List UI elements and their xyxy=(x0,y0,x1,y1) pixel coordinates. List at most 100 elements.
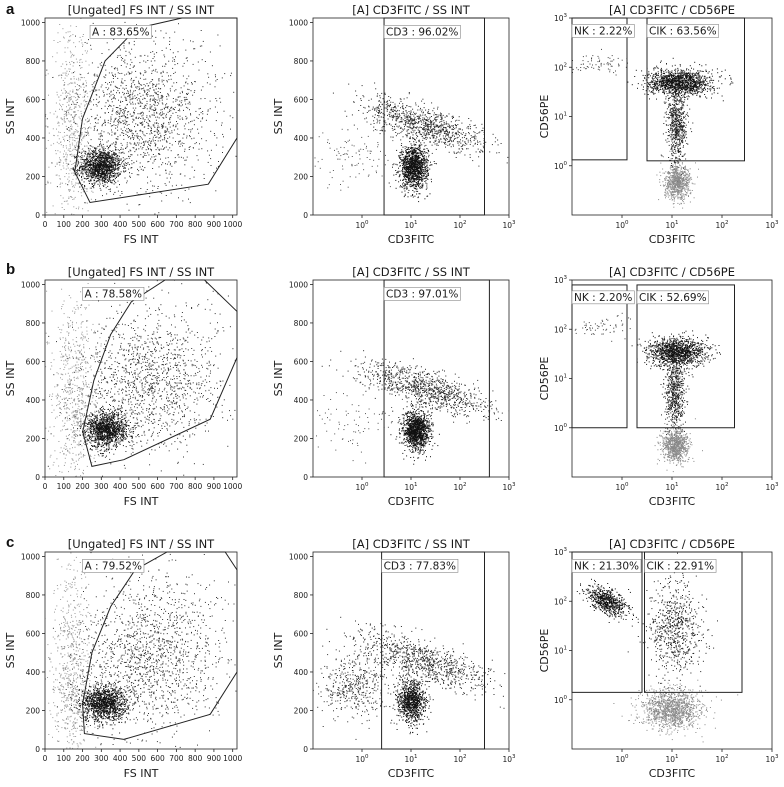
event-point xyxy=(187,94,188,95)
event-point xyxy=(66,235,67,236)
event-point xyxy=(409,158,411,160)
event-point xyxy=(89,162,91,164)
event-point xyxy=(384,92,386,94)
event-point xyxy=(89,163,90,165)
event-point xyxy=(104,122,106,123)
event-point xyxy=(154,91,156,93)
event-point xyxy=(411,149,413,151)
event-point xyxy=(114,168,116,170)
event-point xyxy=(380,129,382,131)
event-point xyxy=(144,91,146,93)
event-point xyxy=(88,152,90,154)
event-point xyxy=(115,138,117,140)
event-point xyxy=(123,94,125,96)
event-point xyxy=(197,159,199,161)
event-point xyxy=(113,75,115,77)
event-point xyxy=(413,131,415,133)
event-point xyxy=(190,129,192,131)
event-point xyxy=(73,118,75,120)
event-point xyxy=(93,74,95,76)
event-point xyxy=(64,121,66,123)
event-point xyxy=(416,155,417,157)
event-point xyxy=(413,115,415,117)
event-point xyxy=(411,185,413,187)
event-point xyxy=(119,73,121,74)
event-point xyxy=(47,126,49,128)
event-point xyxy=(136,148,137,150)
event-point xyxy=(425,176,427,178)
event-point xyxy=(138,86,140,88)
event-point xyxy=(172,108,174,110)
event-point xyxy=(110,171,112,173)
event-point xyxy=(404,146,406,148)
event-point xyxy=(109,177,110,179)
event-point xyxy=(83,91,85,93)
event-point xyxy=(420,171,422,172)
event-point xyxy=(165,169,167,171)
event-point xyxy=(79,106,81,108)
event-point xyxy=(406,167,408,169)
event-point xyxy=(179,115,181,117)
event-point xyxy=(114,157,116,159)
event-point xyxy=(425,170,427,172)
event-point xyxy=(423,165,425,167)
event-point xyxy=(143,78,145,80)
event-point xyxy=(118,172,120,174)
event-point xyxy=(107,122,109,124)
event-point xyxy=(196,155,198,157)
event-point xyxy=(172,98,174,99)
event-point xyxy=(80,157,82,159)
event-point xyxy=(183,109,184,111)
event-point xyxy=(154,142,156,144)
event-point xyxy=(81,179,83,181)
event-point xyxy=(169,49,171,51)
event-point xyxy=(67,163,69,165)
event-point xyxy=(207,150,209,152)
event-point xyxy=(73,120,75,122)
event-point xyxy=(70,189,71,191)
event-point xyxy=(141,124,143,126)
event-point xyxy=(424,177,426,179)
event-point xyxy=(45,184,47,185)
event-point xyxy=(416,188,418,190)
event-point xyxy=(413,153,415,155)
event-point xyxy=(420,142,422,144)
event-point xyxy=(162,127,164,129)
event-point xyxy=(61,89,62,91)
event-point xyxy=(401,163,403,164)
event-point xyxy=(133,111,134,113)
event-point xyxy=(58,125,60,127)
event-point xyxy=(177,63,179,65)
event-point xyxy=(407,196,409,198)
event-point xyxy=(111,66,113,68)
event-point xyxy=(64,176,66,178)
event-point xyxy=(412,195,414,196)
event-point xyxy=(89,179,91,181)
event-point xyxy=(377,107,379,109)
event-point xyxy=(107,148,109,150)
event-point xyxy=(164,56,166,58)
event-point xyxy=(402,167,404,169)
event-point xyxy=(348,83,350,85)
event-point xyxy=(191,138,193,140)
event-point xyxy=(431,128,433,130)
event-point xyxy=(418,166,420,168)
event-point xyxy=(419,163,421,165)
event-point xyxy=(105,112,106,114)
event-point xyxy=(102,155,103,157)
event-point xyxy=(138,103,140,105)
event-point xyxy=(135,117,137,119)
event-point xyxy=(105,181,107,183)
event-point xyxy=(75,97,77,99)
event-point xyxy=(83,127,85,128)
event-point xyxy=(405,181,407,183)
event-point xyxy=(102,148,104,150)
event-point xyxy=(109,171,111,173)
event-point xyxy=(95,181,97,183)
event-point xyxy=(413,150,415,152)
event-point xyxy=(106,154,108,156)
event-point xyxy=(143,144,145,146)
event-point xyxy=(416,169,418,171)
event-point xyxy=(79,85,81,87)
event-point xyxy=(419,163,421,164)
